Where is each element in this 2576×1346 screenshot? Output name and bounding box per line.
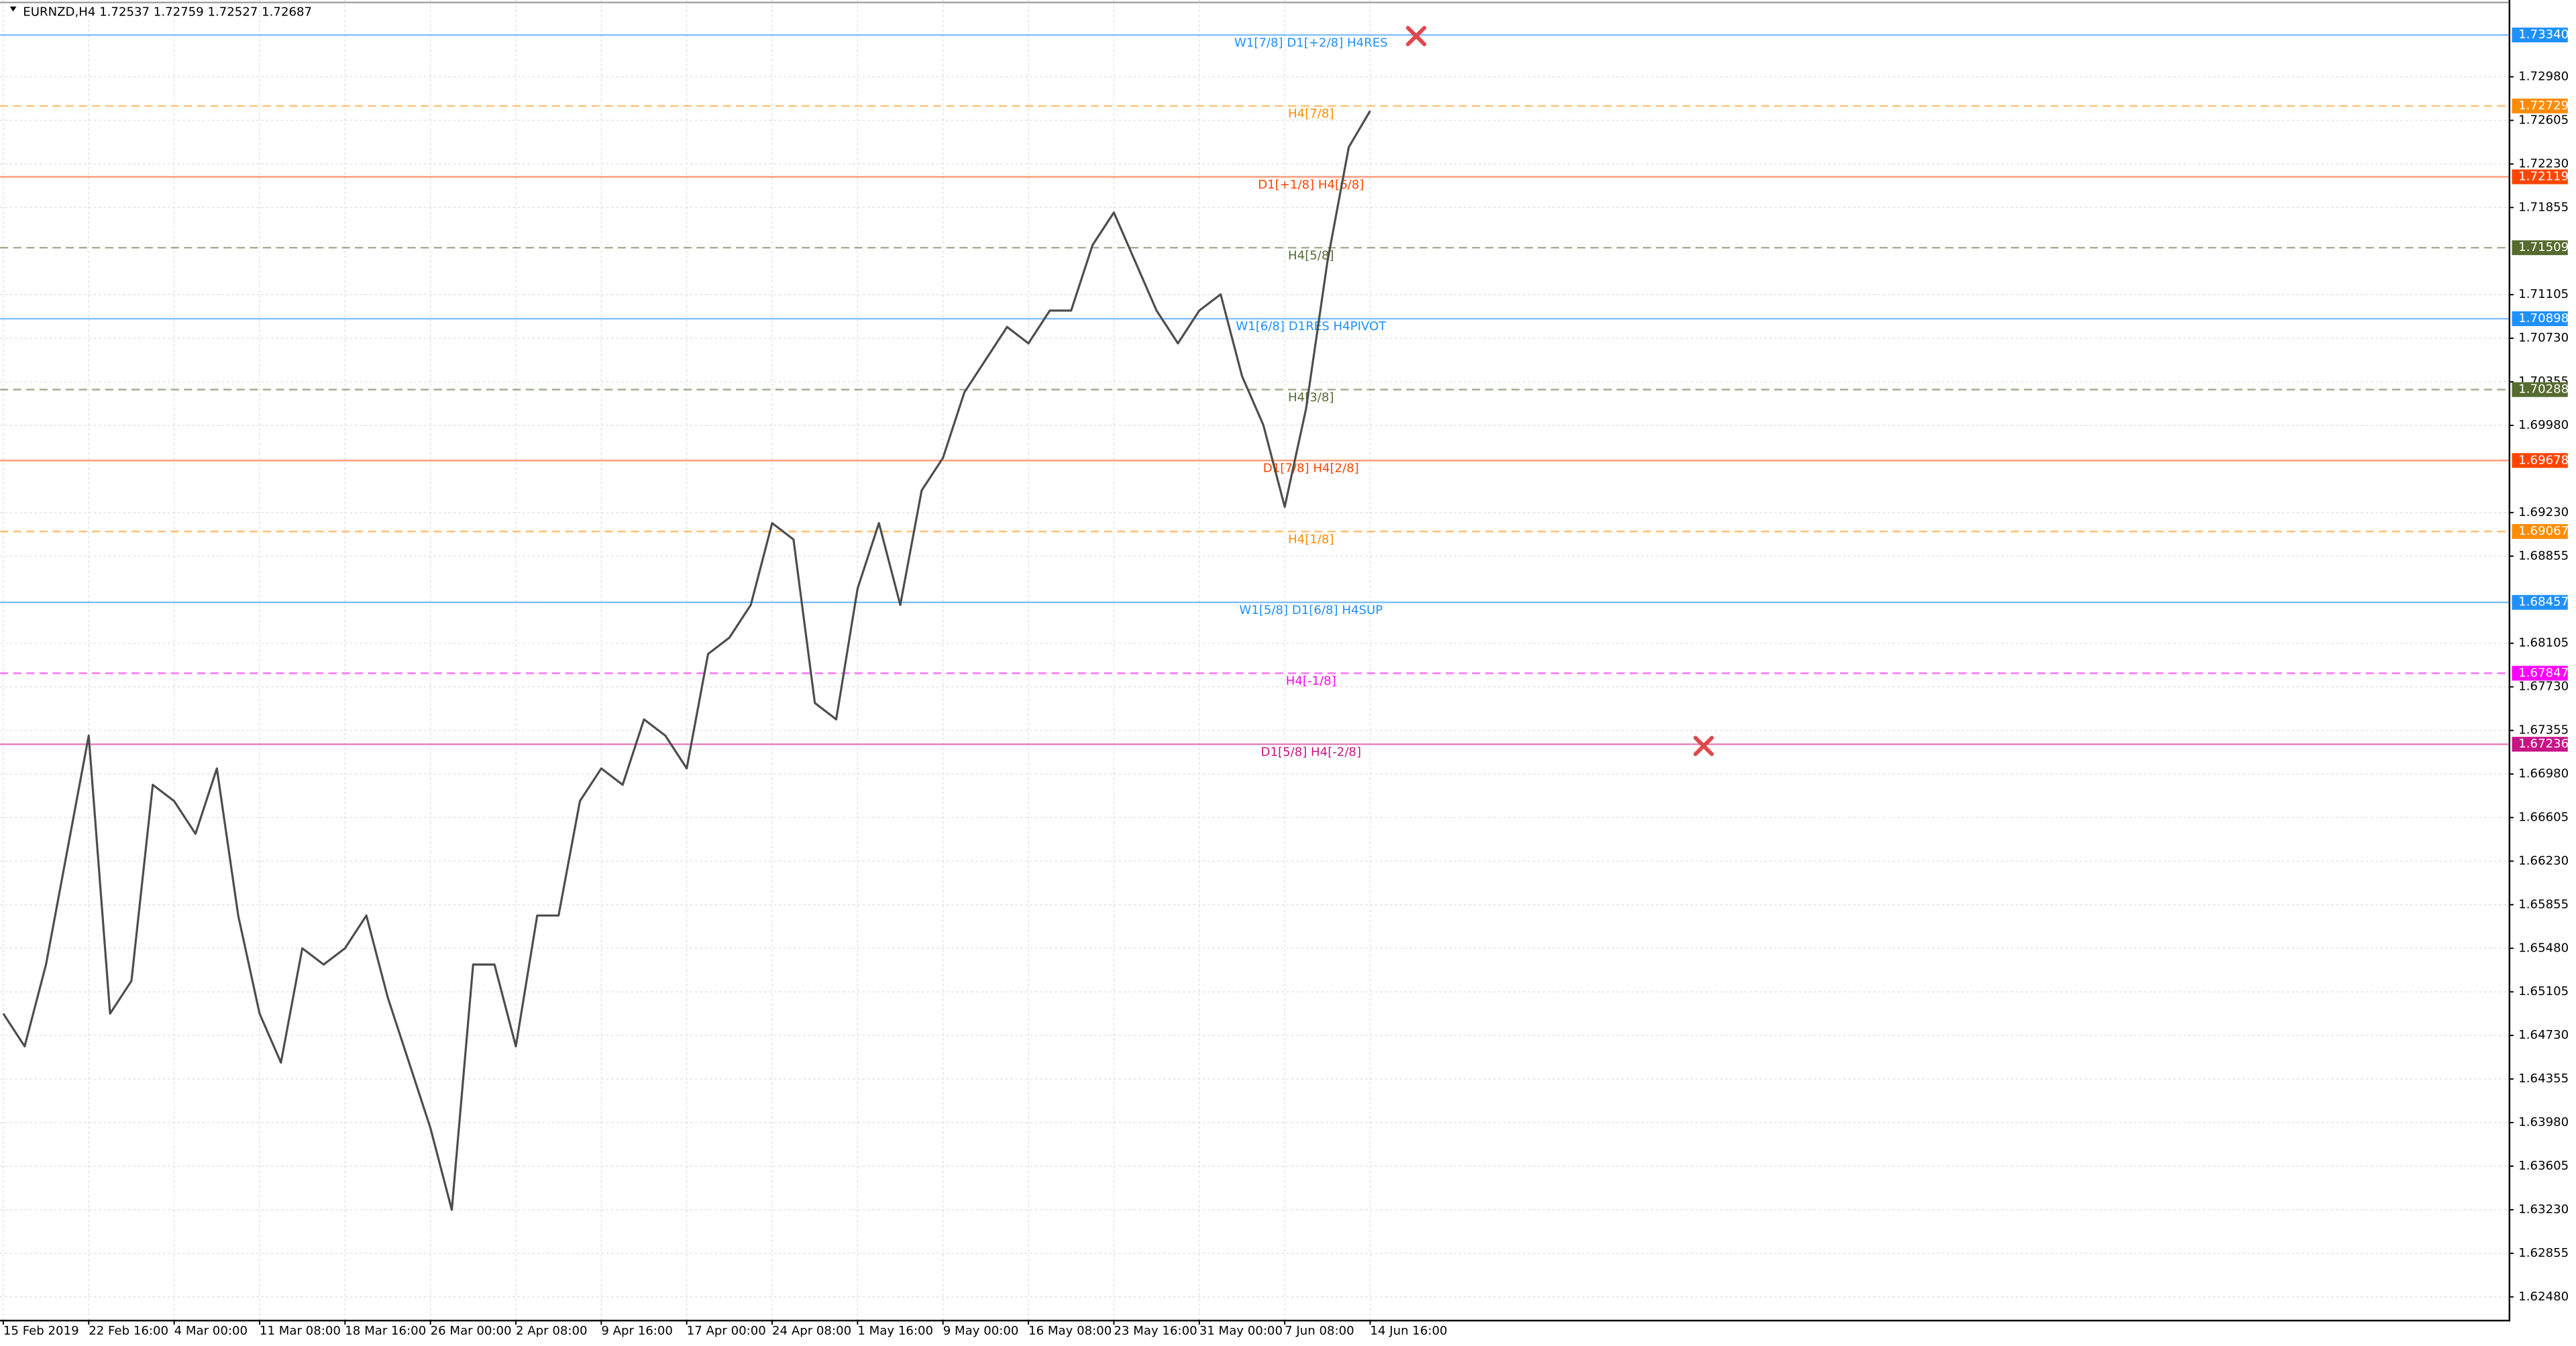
- level-price-box: [2512, 666, 2568, 681]
- level-price-label: 1.67236: [2518, 737, 2569, 751]
- price-line: [2, 110, 1371, 1211]
- x-tick-label: 1 May 16:00: [857, 1324, 933, 1338]
- y-tick-label: 1.63605: [2518, 1159, 2569, 1173]
- level-price-box: [2512, 169, 2568, 185]
- y-tick-label: 1.68855: [2518, 549, 2569, 563]
- y-tick-label: 1.70730: [2518, 331, 2569, 345]
- x-tick-label: 9 May 00:00: [943, 1324, 1019, 1338]
- y-tick-label: 1.66980: [2518, 767, 2569, 781]
- x-tick-label: 23 May 16:00: [1114, 1324, 1197, 1338]
- y-tick-label: 1.65105: [2518, 984, 2569, 998]
- level-price-label: 1.68457: [2518, 595, 2569, 609]
- level-name: H4[1/8]: [1288, 532, 1334, 546]
- level-price-label: 1.72729: [2518, 99, 2569, 113]
- marker-x: [1405, 25, 1427, 46]
- level-price-label: 1.69678: [2518, 453, 2569, 467]
- y-tick-label: 1.69230: [2518, 505, 2569, 519]
- marker-x: [1693, 735, 1714, 756]
- level-name: H4[-1/8]: [1286, 674, 1336, 688]
- level-price-box: [2512, 524, 2568, 539]
- chart-title: EURNZD,H4 1.72537 1.72759 1.72527 1.7268…: [23, 5, 312, 19]
- level-price-label: 1.67847: [2518, 666, 2569, 680]
- level-name: W1[6/8] D1RES H4PIVOT: [1236, 319, 1387, 333]
- x-tick-label: 16 May 08:00: [1028, 1324, 1112, 1338]
- level-price-box: [2512, 240, 2568, 256]
- level-price-box: [2512, 311, 2568, 327]
- levels: W1[7/8] D1[+2/8] H4RES H4[7/8] D1[+1/8] H4…: [0, 34, 2509, 759]
- x-tick-label: 11 Mar 08:00: [260, 1324, 341, 1338]
- x-tick-label: 24 Apr 08:00: [772, 1324, 851, 1338]
- y-tick-label: 1.64730: [2518, 1028, 2569, 1042]
- x-tick-label: 18 Mar 16:00: [345, 1324, 426, 1338]
- level-name: H4[7/8]: [1288, 107, 1334, 121]
- x-tick-label: 31 May 00:00: [1199, 1324, 1283, 1338]
- y-tick-label: 1.65855: [2518, 897, 2569, 911]
- x-tick-label: 17 Apr 00:00: [687, 1324, 766, 1338]
- level-price-box: [2512, 382, 2568, 397]
- price: [2, 110, 1371, 1211]
- x-tick-label: 4 Mar 00:00: [174, 1324, 248, 1338]
- level-name: D1[7/8] H4[2/8]: [1263, 462, 1359, 476]
- level-price-box: [2512, 737, 2568, 752]
- level-price-label: 1.69067: [2518, 524, 2569, 538]
- level-price-label: 1.73340: [2518, 28, 2569, 42]
- menu-triangle: [9, 6, 17, 12]
- marker-stroke: [1693, 735, 1714, 756]
- y-tick-label: 1.72980: [2518, 69, 2569, 83]
- y-tick-label: 1.66605: [2518, 810, 2569, 824]
- grid: [0, 0, 2509, 1320]
- y-tick-label: 1.71855: [2518, 200, 2569, 214]
- y-tick-label: 1.63980: [2518, 1115, 2569, 1129]
- level-name: W1[5/8] D1[6/8] H4SUP: [1239, 603, 1383, 617]
- level-price-box: [2512, 28, 2568, 43]
- y-tick-label: 1.69980: [2518, 418, 2569, 432]
- level-price-label: 1.70288: [2518, 382, 2569, 397]
- x-tick-label: 9 Apr 16:00: [601, 1324, 673, 1338]
- marker-stroke: [1405, 25, 1427, 46]
- level-price-label: 1.70898: [2518, 311, 2569, 325]
- x-tick-label: 26 Mar 00:00: [431, 1324, 512, 1338]
- y-tick-label: 1.65480: [2518, 941, 2569, 955]
- y-tick-label: 1.67730: [2518, 680, 2569, 694]
- level-name: H4[3/8]: [1288, 391, 1334, 405]
- level-price-label: 1.72119: [2518, 170, 2569, 184]
- y-tick-label: 1.62480: [2518, 1290, 2569, 1304]
- y-tick-label: 1.72605: [2518, 113, 2569, 127]
- level-price-label: 1.71509: [2518, 240, 2569, 254]
- y-tick-label: 1.64355: [2518, 1072, 2569, 1086]
- x-tick-label: 15 Feb 2019: [3, 1324, 79, 1338]
- level-price-box: [2512, 594, 2568, 610]
- level-name: W1[7/8] D1[+2/8] H4RES: [1234, 36, 1388, 50]
- level-price-box: [2512, 453, 2568, 468]
- y-tick-label: 1.67355: [2518, 723, 2569, 737]
- y-tick-label: 1.68105: [2518, 636, 2569, 650]
- y-tick-label: 1.63230: [2518, 1202, 2569, 1216]
- x-tick-label: 14 Jun 16:00: [1370, 1324, 1447, 1338]
- y-tick-label: 1.66230: [2518, 853, 2569, 868]
- level-name: D1[5/8] H4[-2/8]: [1261, 745, 1361, 759]
- y-tick-label: 1.71105: [2518, 287, 2569, 301]
- y-tick-label: 1.72230: [2518, 156, 2569, 170]
- level-name: D1[+1/8] H4[6/8]: [1258, 178, 1364, 192]
- x-tick-label: 7 Jun 08:00: [1285, 1324, 1354, 1338]
- level-price-box: [2512, 98, 2568, 113]
- y-tick-label: 1.62855: [2518, 1246, 2569, 1260]
- level-name: H4[5/8]: [1288, 248, 1334, 262]
- x-tick-label: 22 Feb 16:00: [89, 1324, 168, 1338]
- x-tick-label: 2 Apr 08:00: [516, 1324, 588, 1338]
